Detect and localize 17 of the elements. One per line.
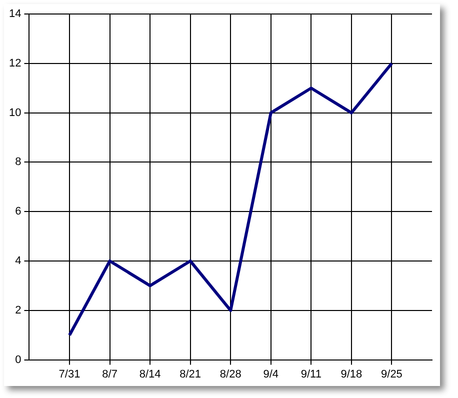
x-tick-label: 8/21 bbox=[180, 368, 202, 380]
y-tick-label: 10 bbox=[8, 106, 22, 119]
y-tick-label: 14 bbox=[8, 8, 22, 20]
y-tick-label: 4 bbox=[15, 255, 22, 268]
y-tick-label: 12 bbox=[8, 57, 22, 70]
x-tick-label: 7/31 bbox=[58, 368, 80, 380]
x-tick-label: 8/7 bbox=[102, 368, 118, 380]
x-tick-label: 8/14 bbox=[139, 368, 161, 380]
x-tick-label: 9/11 bbox=[300, 368, 322, 380]
x-tick-label: 9/18 bbox=[340, 368, 362, 380]
y-tick-label: 0 bbox=[15, 354, 22, 366]
y-tick-label: 2 bbox=[15, 304, 22, 316]
x-tick-label: 9/4 bbox=[263, 368, 279, 380]
x-tick-label: 8/28 bbox=[220, 368, 242, 380]
y-tick-label: 8 bbox=[15, 156, 22, 168]
x-tick-label: 9/25 bbox=[381, 368, 402, 380]
y-tick-label: 6 bbox=[15, 206, 22, 218]
